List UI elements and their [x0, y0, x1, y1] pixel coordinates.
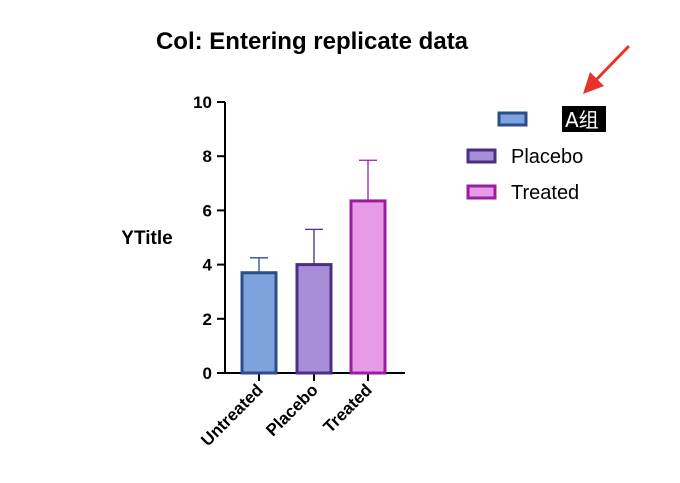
arrow-shaft [594, 45, 630, 82]
y-tick-label: 6 [203, 201, 212, 220]
legend: A组 Placebo Treated [466, 106, 606, 204]
y-tick-label: 4 [203, 256, 213, 275]
legend-entry-3: Treated [466, 182, 579, 204]
legend-swatch [497, 111, 528, 127]
legend-label: Treated [511, 182, 579, 204]
legend-label: Placebo [511, 146, 583, 168]
bar-placebo [295, 263, 333, 375]
y-tick-label: 10 [193, 93, 212, 112]
annotation-arrow [583, 45, 630, 94]
legend-label: A组 [565, 108, 599, 132]
y-tick-label: 8 [203, 147, 212, 166]
y-tick-label: 2 [203, 310, 212, 329]
bar-untreated [240, 271, 278, 375]
legend-swatch [466, 184, 497, 200]
arrow-head [583, 72, 604, 94]
legend-swatch [466, 148, 497, 164]
legend-entry-1: A组 [497, 106, 606, 132]
bars-group [240, 159, 387, 375]
legend-label-highlight [562, 106, 606, 132]
x-tick-label: Untreated [197, 380, 267, 450]
y-axis-label: YTitle [121, 228, 172, 249]
x-tick-label: Placebo [262, 380, 322, 440]
chart-title: Col: Entering replicate data [156, 28, 469, 55]
y-tick-label: 0 [203, 364, 212, 383]
legend-entry-2: Placebo [466, 146, 583, 168]
bar-treated [349, 199, 387, 375]
x-tick-label: Treated [320, 380, 376, 436]
